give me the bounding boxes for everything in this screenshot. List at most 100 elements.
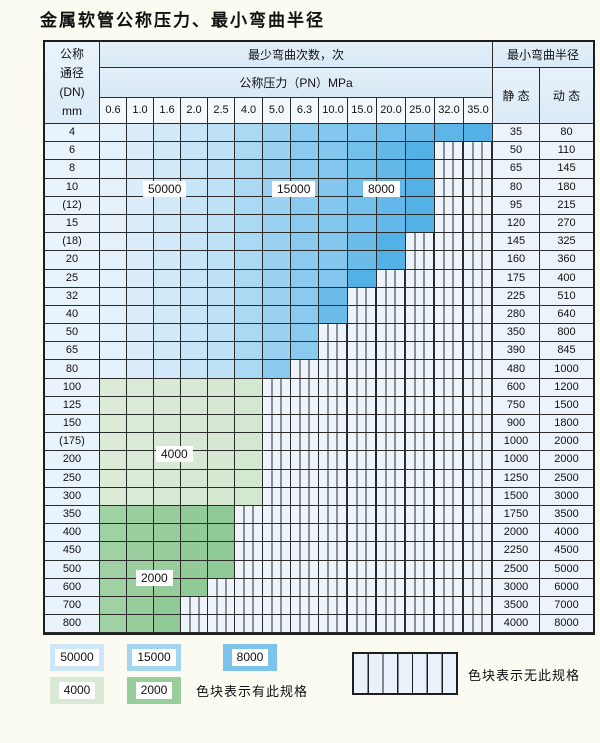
no-spec-cell bbox=[435, 487, 464, 506]
spec-cell-50000 bbox=[208, 214, 235, 234]
spec-cell-2000 bbox=[181, 542, 208, 561]
spec-cell-15000 bbox=[263, 324, 291, 343]
spec-cell-50000 bbox=[181, 214, 208, 234]
no-spec-cell bbox=[348, 378, 377, 397]
no-spec-cell bbox=[291, 469, 319, 488]
no-spec-cell bbox=[263, 578, 291, 597]
dn-cell: 40 bbox=[45, 305, 100, 325]
static-radius-cell: 280 bbox=[493, 305, 540, 325]
dynamic-radius-cell: 2000 bbox=[540, 451, 593, 470]
header-min-radius: 最小弯曲半径 bbox=[493, 42, 593, 68]
spec-cell-8000 bbox=[348, 233, 377, 252]
no-spec-cell bbox=[291, 560, 319, 579]
spec-cell-8000 bbox=[348, 160, 377, 179]
no-spec-cell bbox=[348, 578, 377, 597]
dynamic-radius-cell: 1000 bbox=[540, 360, 593, 379]
header-dynamic: 动 态 bbox=[540, 68, 593, 124]
dynamic-radius-cell: 145 bbox=[540, 160, 593, 179]
static-radius-cell: 2250 bbox=[493, 542, 540, 561]
spec-cell-50000 bbox=[127, 233, 154, 252]
no-spec-cell bbox=[377, 342, 406, 361]
no-spec-cell bbox=[406, 251, 435, 270]
no-spec-cell bbox=[435, 178, 464, 197]
pressure-col-header: 35.0 bbox=[464, 98, 493, 124]
no-spec-cell bbox=[263, 396, 291, 415]
spec-cell-4000 bbox=[181, 469, 208, 488]
no-spec-cell bbox=[348, 542, 377, 561]
no-spec-cell bbox=[464, 233, 493, 252]
dynamic-radius-cell: 110 bbox=[540, 142, 593, 161]
spec-cell-50000 bbox=[100, 342, 127, 361]
no-spec-cell bbox=[348, 342, 377, 361]
spec-cell-50000 bbox=[181, 342, 208, 361]
spec-cell-50000 bbox=[154, 342, 181, 361]
spec-cell-50000 bbox=[154, 124, 181, 143]
static-radius-cell: 35 bbox=[493, 124, 540, 143]
spec-cell-8000 bbox=[319, 233, 348, 252]
spec-cell-50000 bbox=[127, 360, 154, 379]
no-spec-cell bbox=[319, 542, 348, 561]
dn-cell: 8 bbox=[45, 160, 100, 179]
spec-cell-8000 bbox=[377, 160, 406, 179]
dn-cell: (175) bbox=[45, 433, 100, 452]
pressure-col-header: 1.6 bbox=[154, 98, 181, 124]
pressure-col-header: 15.0 bbox=[348, 98, 377, 124]
spec-cell-50000 bbox=[127, 142, 154, 161]
no-spec-cell bbox=[319, 415, 348, 434]
spec-cell-15000 bbox=[235, 269, 263, 288]
spec-cell-50000 bbox=[208, 251, 235, 270]
no-spec-cell bbox=[319, 324, 348, 343]
static-radius-cell: 1000 bbox=[493, 451, 540, 470]
legend-block-2000: 2000 bbox=[127, 677, 181, 704]
spec-cell-4000 bbox=[100, 487, 127, 506]
spec-cell-8000 bbox=[377, 214, 406, 234]
spec-cell-8000 bbox=[406, 214, 435, 234]
spec-cell-4000 bbox=[235, 415, 263, 434]
dn-cell: 350 bbox=[45, 505, 100, 525]
no-spec-cell bbox=[464, 505, 493, 525]
no-spec-cell bbox=[348, 560, 377, 579]
spec-cell-8000 bbox=[319, 287, 348, 306]
spec-cell-50000 bbox=[154, 305, 181, 325]
spec-cell-50000 bbox=[208, 305, 235, 325]
no-spec-cell bbox=[435, 615, 464, 634]
spec-cell-8000 bbox=[319, 269, 348, 288]
static-radius-cell: 3500 bbox=[493, 596, 540, 616]
static-radius-cell: 2500 bbox=[493, 560, 540, 579]
spec-cell-4000 bbox=[181, 378, 208, 397]
spec-cell-50000 bbox=[127, 124, 154, 143]
no-spec-cell bbox=[348, 415, 377, 434]
no-spec-cell bbox=[208, 596, 235, 616]
spec-cell-50000 bbox=[154, 160, 181, 179]
no-spec-cell bbox=[464, 378, 493, 397]
no-spec-cell bbox=[348, 360, 377, 379]
no-spec-cell bbox=[263, 469, 291, 488]
spec-cell-2000 bbox=[127, 596, 154, 616]
spec-cell-15000 bbox=[263, 160, 291, 179]
spec-cell-50000 bbox=[181, 233, 208, 252]
dn-cell: 600 bbox=[45, 578, 100, 597]
no-spec-cell bbox=[406, 269, 435, 288]
spec-cell-50000 bbox=[208, 142, 235, 161]
dynamic-radius-cell: 1200 bbox=[540, 378, 593, 397]
no-spec-cell bbox=[319, 378, 348, 397]
spec-cell-8000 bbox=[319, 196, 348, 215]
no-spec-cell bbox=[291, 415, 319, 434]
no-spec-cell bbox=[406, 305, 435, 325]
no-spec-cell bbox=[319, 469, 348, 488]
no-spec-cell bbox=[348, 487, 377, 506]
spec-cell-15000 bbox=[263, 196, 291, 215]
no-spec-cell bbox=[235, 542, 263, 561]
spec-cell-50000 bbox=[100, 142, 127, 161]
static-radius-cell: 145 bbox=[493, 233, 540, 252]
spec-cell-50000 bbox=[208, 287, 235, 306]
spec-cell-8000 bbox=[406, 178, 435, 197]
bend-count-label: 15000 bbox=[272, 181, 316, 197]
no-spec-cell bbox=[435, 360, 464, 379]
dn-cell: 500 bbox=[45, 560, 100, 579]
spec-cell-8000 bbox=[348, 196, 377, 215]
no-spec-cell bbox=[464, 542, 493, 561]
dn-cell: 450 bbox=[45, 542, 100, 561]
no-spec-cell bbox=[263, 615, 291, 634]
no-spec-cell bbox=[348, 451, 377, 470]
